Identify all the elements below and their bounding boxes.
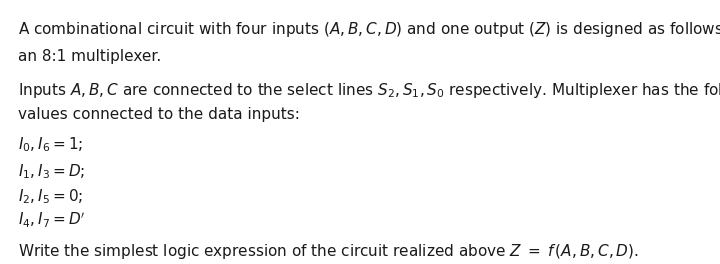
Text: an 8:1 multiplexer.: an 8:1 multiplexer.: [18, 49, 161, 64]
Text: $I_4, I_7 = D'$: $I_4, I_7 = D'$: [18, 210, 86, 230]
Text: values connected to the data inputs:: values connected to the data inputs:: [18, 107, 300, 122]
Text: Write the simplest logic expression of the circuit realized above $Z\;  =\;  f\,: Write the simplest logic expression of t…: [18, 242, 639, 261]
Text: $I_1, I_3 = D;$: $I_1, I_3 = D;$: [18, 162, 85, 181]
Text: $I_2, I_5 = 0;$: $I_2, I_5 = 0;$: [18, 187, 84, 205]
Text: $I_0, I_6 = 1;$: $I_0, I_6 = 1;$: [18, 135, 84, 154]
Text: Inputs $A, B, C$ are connected to the select lines $S_2, S_1, S_0$ respectively.: Inputs $A, B, C$ are connected to the se…: [18, 81, 720, 100]
Text: A combinational circuit with four inputs ($A, B, C, D$) and one output ($Z$) is : A combinational circuit with four inputs…: [18, 20, 720, 39]
